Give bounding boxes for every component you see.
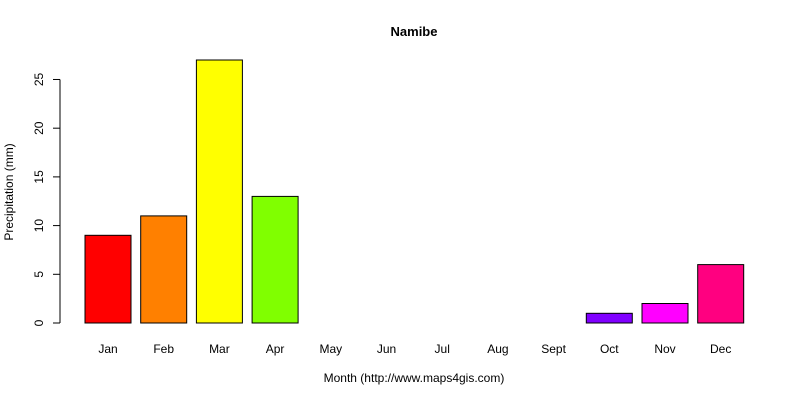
- x-tick-label: Jul: [435, 342, 450, 356]
- y-tick-label: 0: [32, 319, 46, 326]
- x-tick-labels: Jan Feb Mar Apr May Jun Jul Aug Sept Oct Nov Dec: [98, 342, 731, 356]
- x-tick-label: Mar: [209, 342, 230, 356]
- bar-jan: [84, 234, 132, 324]
- x-tick-label: Sept: [541, 342, 566, 356]
- y-tick-label: 20: [32, 121, 46, 135]
- bar-dec: [697, 264, 745, 324]
- bar-apr: [251, 195, 299, 324]
- x-tick-label: May: [319, 342, 342, 356]
- x-tick-label: Aug: [487, 342, 508, 356]
- bar-nov: [641, 303, 689, 324]
- y-axis: 0 5 10 15 20 25: [32, 73, 61, 326]
- x-axis-label: Month (http://www.maps4gis.com): [324, 371, 505, 385]
- x-tick-label: Nov: [654, 342, 675, 356]
- y-axis-label: Precipitation (mm): [2, 143, 16, 240]
- x-tick-label: Apr: [266, 342, 285, 356]
- bars-group: [84, 59, 745, 324]
- chart-title: Namibe: [391, 24, 438, 39]
- x-tick-label: Jun: [377, 342, 396, 356]
- bar-mar: [195, 59, 243, 324]
- x-tick-label: Oct: [600, 342, 619, 356]
- bar-oct: [585, 312, 633, 324]
- x-tick-label: Feb: [153, 342, 174, 356]
- y-tick-label: 15: [32, 170, 46, 184]
- y-tick-label: 10: [32, 219, 46, 233]
- bar-feb: [140, 215, 188, 324]
- x-tick-label: Dec: [710, 342, 731, 356]
- x-tick-label: Jan: [98, 342, 117, 356]
- y-tick-label: 5: [32, 271, 46, 278]
- y-tick-label: 25: [32, 73, 46, 87]
